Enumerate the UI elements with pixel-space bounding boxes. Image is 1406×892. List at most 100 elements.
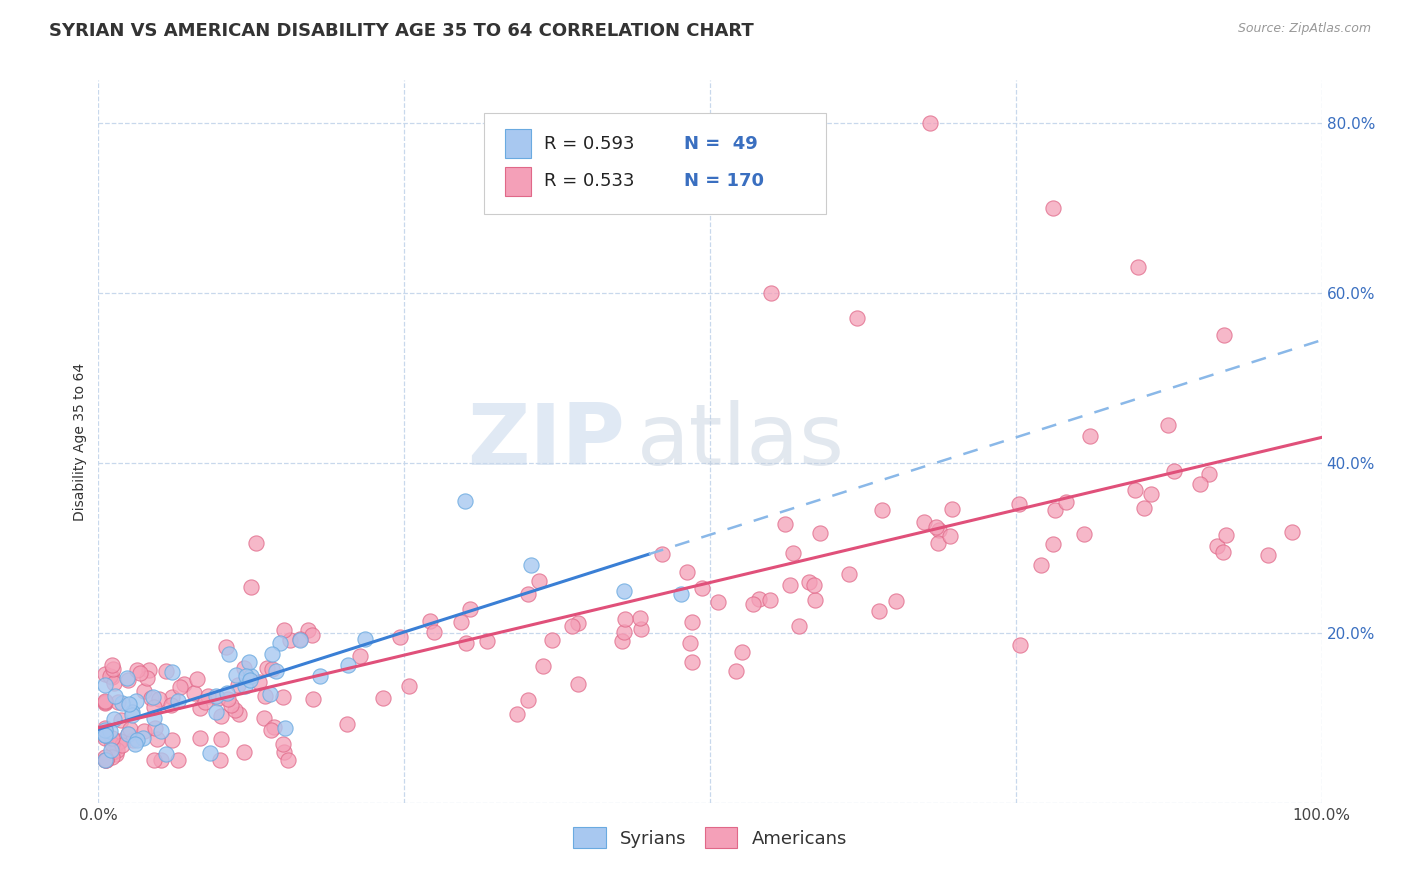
Point [139, 690, 162, 705]
Point [561, 619, 583, 633]
Point [233, 745, 256, 759]
Point [567, 615, 589, 630]
Point [271, 690, 294, 705]
Point [239, 673, 262, 687]
Point [782, 546, 804, 560]
Point [266, 665, 288, 679]
Point [679, 635, 702, 649]
Point [273, 624, 295, 638]
Point [93, 753, 115, 767]
Point [124, 737, 146, 751]
Point [707, 594, 730, 608]
Point [1189, 477, 1212, 491]
Point [928, 523, 950, 537]
Point [188, 701, 211, 715]
Point [198, 746, 221, 760]
Point [353, 632, 375, 647]
Point [101, 746, 124, 760]
Point [423, 625, 446, 640]
Point [93, 728, 115, 742]
Point [540, 633, 562, 648]
Point [128, 665, 150, 680]
Point [477, 634, 499, 648]
Point [301, 628, 323, 642]
Point [117, 673, 139, 688]
Point [103, 712, 125, 726]
Point [93, 731, 115, 746]
Point [117, 727, 139, 741]
Point [920, 116, 942, 130]
Point [269, 636, 291, 650]
Point [1140, 487, 1163, 501]
Point [122, 732, 145, 747]
Point [941, 502, 963, 516]
Point [1215, 528, 1237, 542]
Text: Source: ZipAtlas.com: Source: ZipAtlas.com [1237, 22, 1371, 36]
Point [94, 753, 117, 767]
Point [100, 669, 122, 683]
Point [103, 675, 125, 690]
FancyBboxPatch shape [505, 129, 531, 158]
Point [527, 574, 550, 589]
Point [398, 679, 420, 693]
Point [235, 668, 257, 682]
Point [145, 731, 167, 746]
Point [838, 567, 860, 582]
Point [614, 612, 637, 626]
Point [204, 705, 226, 719]
Point [278, 632, 301, 647]
Point [93, 723, 115, 737]
Point [613, 584, 636, 599]
Point [143, 721, 166, 735]
Point [1281, 525, 1303, 540]
Point [226, 678, 249, 692]
Text: N =  49: N = 49 [685, 135, 758, 153]
Point [121, 708, 143, 723]
Point [247, 675, 270, 690]
Point [1042, 201, 1064, 215]
Point [1212, 545, 1234, 559]
Point [183, 686, 205, 700]
Point [117, 727, 139, 741]
Point [259, 687, 281, 701]
Point [205, 689, 228, 703]
Point [759, 593, 782, 607]
Point [912, 515, 935, 529]
Point [93, 667, 115, 681]
Point [273, 745, 295, 759]
Point [132, 731, 155, 745]
Point [127, 733, 149, 747]
Text: R = 0.533: R = 0.533 [544, 172, 634, 190]
Point [143, 711, 166, 725]
Text: atlas: atlas [637, 400, 845, 483]
Point [141, 690, 163, 704]
Point [252, 711, 274, 725]
Point [516, 587, 538, 601]
Point [731, 645, 754, 659]
Point [160, 690, 183, 705]
Point [297, 624, 319, 638]
Point [517, 693, 540, 707]
Point [531, 658, 554, 673]
Point [111, 696, 134, 710]
Point [253, 689, 276, 703]
Point [127, 664, 149, 678]
Point [233, 661, 256, 675]
Point [100, 731, 122, 745]
Point [288, 632, 311, 647]
Point [288, 632, 311, 646]
Point [160, 733, 183, 747]
Point [134, 684, 156, 698]
Point [567, 677, 589, 691]
Point [233, 680, 256, 694]
Point [104, 747, 127, 761]
Point [125, 694, 148, 708]
Point [277, 753, 299, 767]
Point [108, 734, 131, 748]
Point [779, 578, 801, 592]
Point [160, 698, 183, 712]
Point [868, 604, 890, 618]
Point [260, 648, 283, 662]
Point [808, 525, 831, 540]
Point [1007, 497, 1029, 511]
